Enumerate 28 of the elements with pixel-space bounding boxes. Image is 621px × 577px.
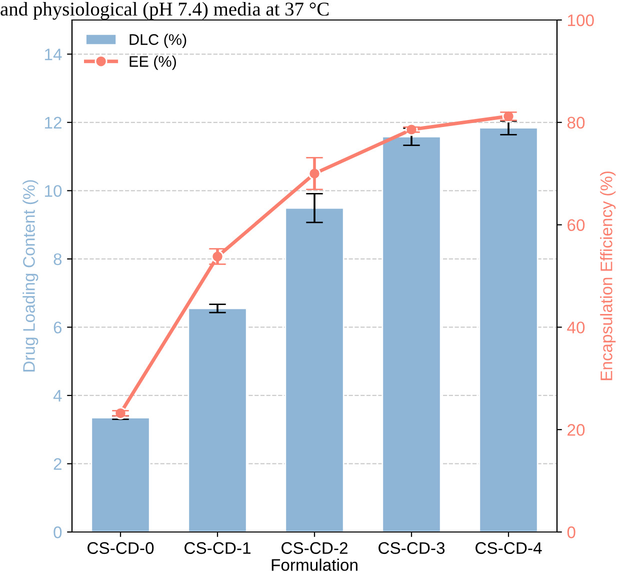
y2-tick-label: 0 bbox=[567, 526, 576, 538]
y-tick-label: 2 bbox=[54, 458, 62, 470]
legend-label: DLC (%) bbox=[130, 34, 186, 48]
y-tick-label: 4 bbox=[53, 390, 62, 402]
text: and physiological (pH 7.4) media at 37 °C bbox=[0, 2, 329, 20]
x-tick-label: CS-CD-0 bbox=[88, 542, 154, 554]
y-tick-label: 10 bbox=[45, 185, 62, 197]
y2-tick-label: 60 bbox=[568, 219, 585, 232]
x-tick-label: CS-CD-2 bbox=[282, 542, 348, 554]
bar bbox=[284, 207, 344, 532]
y-axis-title: Drug Loading Content (%) bbox=[22, 180, 38, 372]
y-tick-label: 12 bbox=[45, 116, 62, 128]
x-tick-label: CS-CD-4 bbox=[476, 542, 542, 554]
bar bbox=[188, 308, 248, 532]
bar bbox=[478, 127, 538, 532]
y-tick-label: 8 bbox=[54, 253, 62, 266]
y2-tick-label: 100 bbox=[568, 14, 594, 26]
y2-tick-label: 80 bbox=[567, 116, 585, 129]
y2-tick-label: 40 bbox=[567, 322, 585, 334]
x-tick-label: CS-CD-1 bbox=[184, 542, 250, 554]
legend-label: EE (%) bbox=[130, 56, 176, 70]
x-tick-label: CS-CD-3 bbox=[378, 542, 445, 554]
y2-axis-title: Encapsulation Efficiency (%) bbox=[600, 172, 616, 380]
y-tick-label: 0 bbox=[54, 526, 62, 538]
y2-tick-label: 20 bbox=[568, 424, 585, 436]
y-tick-label: 6 bbox=[54, 322, 62, 334]
y-tick-label: 14 bbox=[45, 48, 62, 60]
x-axis-title: Formulation bbox=[272, 558, 358, 571]
